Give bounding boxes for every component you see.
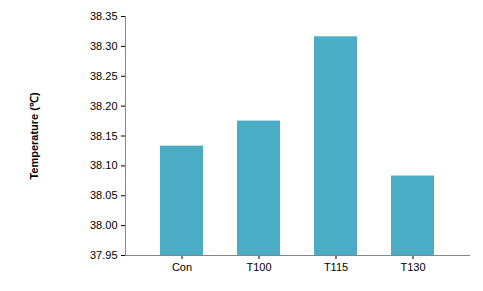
svg-text:38.30: 38.30 [90,40,118,52]
svg-text:38.35: 38.35 [90,10,118,22]
svg-text:Temperature (℃): Temperature (℃) [28,92,40,180]
svg-text:38.20: 38.20 [90,100,118,112]
svg-text:38.05: 38.05 [90,189,118,201]
svg-text:38.15: 38.15 [90,130,118,142]
svg-text:38.10: 38.10 [90,159,118,171]
svg-text:38.00: 38.00 [90,219,118,231]
svg-text:Con: Con [172,261,192,273]
svg-text:T130: T130 [400,261,425,273]
svg-text:T100: T100 [246,261,271,273]
svg-text:T115: T115 [324,261,348,273]
svg-text:37.95: 37.95 [90,249,118,261]
svg-text:38.25: 38.25 [90,70,118,82]
